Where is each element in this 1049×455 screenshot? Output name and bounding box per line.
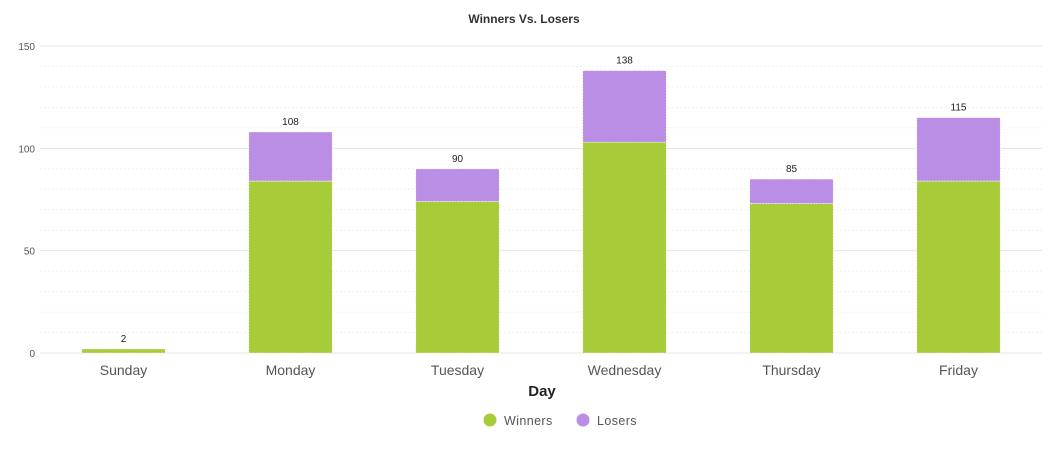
data-labels: 2 108 90 138 85 115 <box>121 56 967 345</box>
bar-winners-wednesday <box>582 141 667 354</box>
bar-winners-monday <box>248 180 333 354</box>
legend-label: Losers <box>597 414 637 428</box>
data-label-total: 90 <box>452 154 464 165</box>
data-label-total: 138 <box>616 56 633 67</box>
y-tick-label: 0 <box>29 349 35 360</box>
x-axis-ticks: Sunday Monday Tuesday Wednesday Thursday Frid… <box>100 362 978 378</box>
y-tick-label: 150 <box>18 42 35 53</box>
bar-losers-friday <box>916 117 1001 182</box>
legend-item-losers[interactable]: Losers <box>576 413 637 429</box>
bar-winners-thursday <box>749 203 834 354</box>
x-tick-label: Monday <box>266 362 316 378</box>
x-tick-label: Wednesday <box>588 362 662 378</box>
chart-title: Winners Vs. Losers <box>468 12 580 26</box>
data-label-total: 85 <box>786 164 798 175</box>
legend-label: Winners <box>504 414 553 428</box>
y-tick-label: 50 <box>24 247 36 258</box>
y-axis-ticks: 0 50 100 150 <box>18 42 35 360</box>
data-label-total: 115 <box>951 103 967 114</box>
x-axis-label: Day <box>528 383 556 400</box>
y-tick-label: 100 <box>18 144 35 155</box>
legend-marker <box>576 413 590 427</box>
legend-item-winners[interactable]: Winners <box>483 413 553 429</box>
bar-losers-tuesday <box>415 168 500 202</box>
x-tick-label: Tuesday <box>431 362 484 378</box>
bar-winners-tuesday <box>415 201 500 354</box>
gridlines <box>40 45 1042 354</box>
x-tick-label: Sunday <box>100 362 147 378</box>
data-label-total: 2 <box>121 334 127 345</box>
bar-losers-thursday <box>749 178 834 204</box>
x-tick-label: Friday <box>939 362 978 378</box>
bar-winners-sunday <box>81 348 166 354</box>
legend-marker <box>483 413 497 427</box>
bar-losers-monday <box>248 131 333 182</box>
bar-losers-wednesday <box>582 70 667 143</box>
data-label-total: 108 <box>282 117 299 128</box>
bar-winners-friday <box>916 180 1001 354</box>
legend[interactable]: Winners Losers <box>483 413 637 429</box>
x-tick-label: Thursday <box>762 362 820 378</box>
bars <box>81 70 1001 354</box>
